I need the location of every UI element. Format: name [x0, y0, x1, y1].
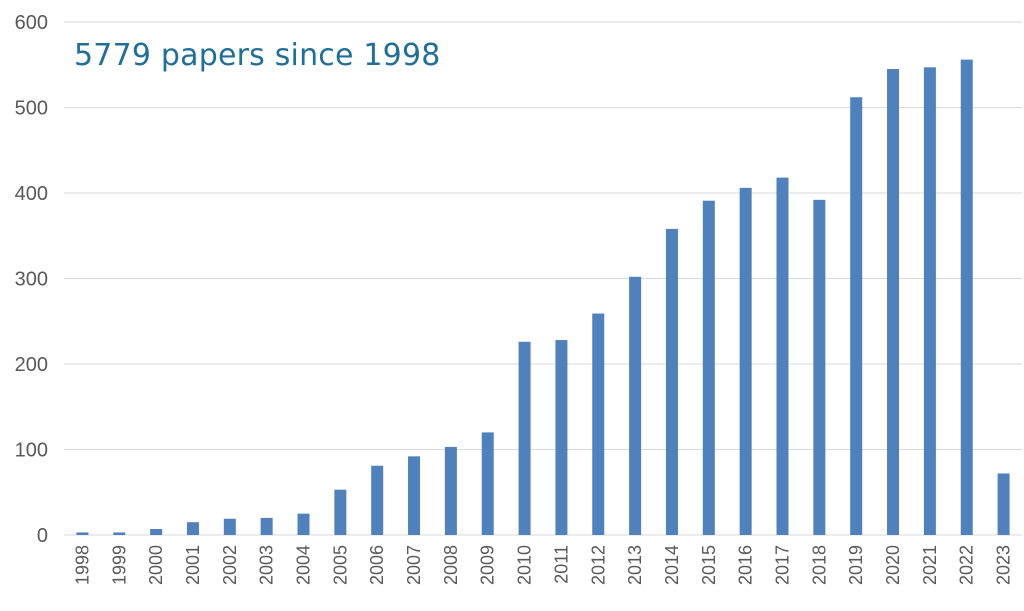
x-tick-label-2005: 2005	[330, 545, 350, 585]
bar-2020	[887, 69, 900, 536]
x-tick-label-2008: 2008	[441, 545, 461, 585]
bar-2000	[150, 529, 163, 535]
x-tick-label-1998: 1998	[72, 545, 92, 585]
x-tick-label-2002: 2002	[220, 545, 240, 585]
bar-2013	[629, 276, 642, 535]
bar-2012	[592, 313, 605, 535]
x-tick-label-2015: 2015	[699, 545, 719, 585]
y-tick-label-0: 0	[37, 525, 48, 547]
bar-2007	[408, 456, 421, 535]
bar-2008	[444, 446, 457, 535]
x-tick-label-2014: 2014	[662, 545, 682, 585]
x-tick-label-2004: 2004	[294, 545, 314, 585]
bar-2021	[923, 67, 936, 535]
y-axis-tick-labels: 0 100 200 300 400 500 600	[15, 12, 48, 547]
x-tick-label-2020: 2020	[883, 545, 903, 585]
bar-2018	[813, 199, 826, 535]
bar-2019	[850, 97, 863, 536]
bar-1999	[113, 532, 126, 535]
bar-2004	[297, 513, 310, 535]
bar-2005	[334, 489, 347, 535]
x-tick-label-2012: 2012	[588, 545, 608, 585]
chart-annotation: 5779 papers since 1998	[74, 38, 441, 73]
x-tick-label-2022: 2022	[957, 545, 977, 585]
x-tick-label-1999: 1999	[109, 545, 129, 585]
gridlines	[64, 21, 1022, 536]
bar-2002	[223, 518, 236, 535]
bar-2006	[371, 465, 384, 535]
x-tick-label-2010: 2010	[515, 545, 535, 585]
x-tick-label-2003: 2003	[257, 545, 277, 585]
bar-2015	[702, 200, 715, 535]
x-tick-label-2001: 2001	[183, 545, 203, 585]
bar-1998	[76, 532, 89, 535]
bar-2014	[665, 228, 678, 535]
x-axis-tick-labels: 1998 1999 2000 2001 2002 2003 2004 2005 2006 2007…	[72, 545, 1013, 585]
bar-2001	[186, 522, 199, 535]
x-tick-label-2000: 2000	[146, 545, 166, 585]
bar-2011	[555, 340, 568, 535]
y-tick-label-100: 100	[15, 440, 48, 462]
bars	[76, 59, 1010, 536]
x-tick-label-2009: 2009	[478, 545, 498, 585]
bar-2009	[481, 432, 494, 535]
bar-2003	[260, 517, 273, 535]
x-tick-label-2018: 2018	[809, 545, 829, 585]
x-tick-label-2006: 2006	[367, 545, 387, 585]
y-tick-label-400: 400	[15, 183, 48, 205]
y-tick-label-200: 200	[15, 354, 48, 376]
x-tick-label-2017: 2017	[773, 545, 793, 585]
x-tick-label-2011: 2011	[551, 545, 571, 584]
y-tick-label-500: 500	[15, 98, 48, 120]
bar-2010	[518, 341, 531, 535]
bar-2016	[739, 187, 752, 535]
x-tick-label-2023: 2023	[994, 545, 1014, 585]
x-tick-label-2021: 2021	[920, 545, 940, 585]
bar-2022	[960, 59, 973, 536]
bar-2017	[776, 177, 789, 536]
x-tick-label-2019: 2019	[846, 545, 866, 585]
y-tick-label-300: 300	[15, 269, 48, 291]
x-tick-label-2013: 2013	[625, 545, 645, 585]
x-tick-label-2016: 2016	[736, 545, 756, 585]
x-tick-label-2007: 2007	[404, 545, 424, 585]
y-tick-label-600: 600	[15, 12, 48, 34]
bar-2023	[997, 473, 1010, 535]
